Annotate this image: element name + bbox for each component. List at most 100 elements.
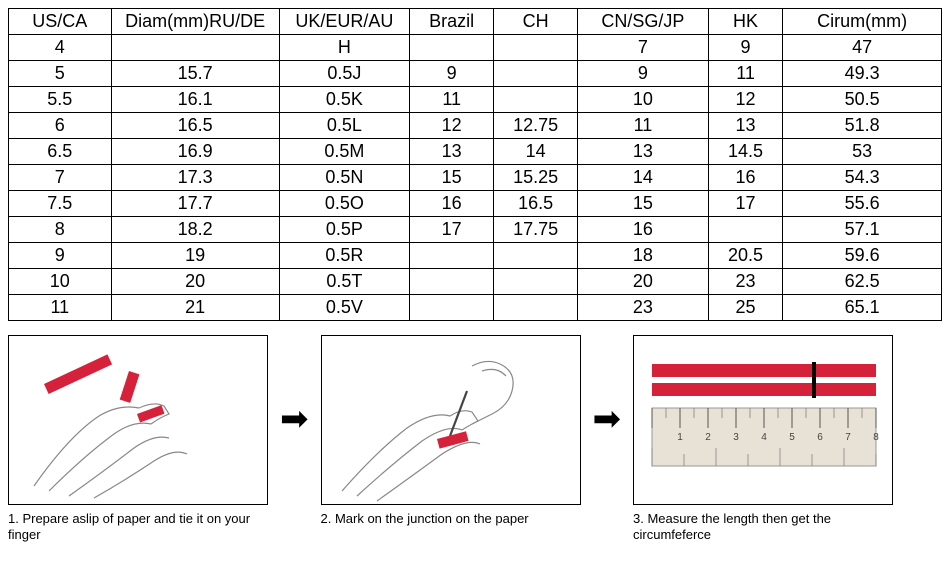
table-cell: 15.25 (494, 165, 578, 191)
table-cell: 15.7 (111, 61, 279, 87)
table-cell: 4 (9, 35, 112, 61)
table-cell: 17 (708, 191, 783, 217)
table-cell: 7 (578, 35, 709, 61)
table-cell: 23 (708, 269, 783, 295)
step-3-illustration: 1 2 3 4 5 6 7 8 (633, 335, 893, 505)
table-cell: 17.7 (111, 191, 279, 217)
table-cell: 20.5 (708, 243, 783, 269)
table-row: 515.70.5J991149.3 (9, 61, 942, 87)
table-row: 717.30.5N1515.25141654.3 (9, 165, 942, 191)
table-cell: 15 (578, 191, 709, 217)
table-cell: 18 (578, 243, 709, 269)
table-cell (494, 35, 578, 61)
step-3-caption: 3. Measure the length then get the circu… (633, 511, 893, 544)
svg-text:4: 4 (761, 432, 767, 443)
table-cell: 11 (410, 87, 494, 113)
table-cell: 14 (578, 165, 709, 191)
step-1-illustration (8, 335, 268, 505)
table-cell: 47 (783, 35, 942, 61)
table-cell: 16 (708, 165, 783, 191)
table-cell: 65.1 (783, 295, 942, 321)
arrow-icon: ➡ (280, 399, 309, 439)
column-header: HK (708, 9, 783, 35)
table-cell: 55.6 (783, 191, 942, 217)
table-cell (410, 35, 494, 61)
column-header: CN/SG/JP (578, 9, 709, 35)
table-cell: 13 (410, 139, 494, 165)
table-cell (494, 61, 578, 87)
table-cell: 0.5M (279, 139, 410, 165)
table-cell: 16.9 (111, 139, 279, 165)
table-cell: 62.5 (783, 269, 942, 295)
table-cell (410, 243, 494, 269)
column-header: US/CA (9, 9, 112, 35)
table-cell (494, 269, 578, 295)
table-cell: 49.3 (783, 61, 942, 87)
table-cell: 21 (111, 295, 279, 321)
table-cell: 25 (708, 295, 783, 321)
table-cell: 20 (111, 269, 279, 295)
svg-text:2: 2 (705, 432, 711, 443)
table-cell: 17 (410, 217, 494, 243)
table-cell: 53 (783, 139, 942, 165)
table-cell: 7.5 (9, 191, 112, 217)
table-cell: 6 (9, 113, 112, 139)
step-2-illustration (321, 335, 581, 505)
table-cell (494, 87, 578, 113)
table-cell: 20 (578, 269, 709, 295)
step-2-caption: 2. Mark on the junction on the paper (321, 511, 581, 527)
table-cell (494, 295, 578, 321)
table-cell: 14.5 (708, 139, 783, 165)
table-cell: 15 (410, 165, 494, 191)
table-cell: 11 (708, 61, 783, 87)
table-cell: 0.5T (279, 269, 410, 295)
table-cell: 16.1 (111, 87, 279, 113)
table-row: 10200.5T202362.5 (9, 269, 942, 295)
table-cell: 54.3 (783, 165, 942, 191)
table-cell: 12 (708, 87, 783, 113)
table-cell: 0.5K (279, 87, 410, 113)
svg-text:7: 7 (845, 432, 851, 443)
table-row: 818.20.5P1717.751657.1 (9, 217, 942, 243)
table-cell (410, 269, 494, 295)
column-header: UK/EUR/AU (279, 9, 410, 35)
table-cell: 10 (578, 87, 709, 113)
table-row: 4H7947 (9, 35, 942, 61)
table-row: 5.516.10.5K11 101250.5 (9, 87, 942, 113)
table-cell: 0.5N (279, 165, 410, 191)
table-cell: 5 (9, 61, 112, 87)
table-cell (410, 295, 494, 321)
instruction-steps: 1. Prepare aslip of paper and tie it on … (8, 335, 942, 544)
svg-text:5: 5 (789, 432, 795, 443)
table-row: 616.50.5L1212.75111351.8 (9, 113, 942, 139)
table-cell: 9 (578, 61, 709, 87)
table-cell: 19 (111, 243, 279, 269)
table-cell: 8 (9, 217, 112, 243)
table-cell: 17.3 (111, 165, 279, 191)
table-cell: 16.5 (111, 113, 279, 139)
svg-text:3: 3 (733, 432, 739, 443)
table-cell: 9 (9, 243, 112, 269)
table-cell: 23 (578, 295, 709, 321)
table-cell: 10 (9, 269, 112, 295)
column-header: Brazil (410, 9, 494, 35)
table-cell: 11 (9, 295, 112, 321)
table-cell: 0.5J (279, 61, 410, 87)
table-cell: 5.5 (9, 87, 112, 113)
table-cell: 12 (410, 113, 494, 139)
column-header: CH (494, 9, 578, 35)
table-cell: 16 (410, 191, 494, 217)
ring-size-table: US/CADiam(mm)RU/DEUK/EUR/AUBrazilCHCN/SG… (8, 8, 942, 321)
table-cell: 11 (578, 113, 709, 139)
table-row: 7.517.70.5O1616.5151755.6 (9, 191, 942, 217)
table-row: 6.516.90.5M13141314.553 (9, 139, 942, 165)
column-header: Diam(mm)RU/DE (111, 9, 279, 35)
table-cell: 50.5 (783, 87, 942, 113)
table-cell: 16 (578, 217, 709, 243)
table-cell: 13 (708, 113, 783, 139)
table-row: 11210.5V232565.1 (9, 295, 942, 321)
table-cell: 9 (708, 35, 783, 61)
table-cell: 9 (410, 61, 494, 87)
table-cell: 17.75 (494, 217, 578, 243)
table-row: 9190.5R1820.559.6 (9, 243, 942, 269)
